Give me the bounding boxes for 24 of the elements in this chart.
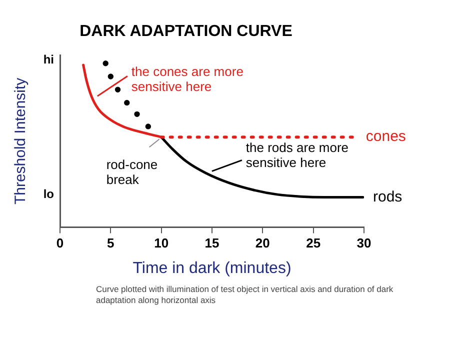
x-tick-label: 5 bbox=[107, 236, 114, 251]
x-tick-label: 0 bbox=[56, 236, 64, 251]
x-tick-label: 25 bbox=[306, 236, 321, 251]
point bbox=[134, 111, 140, 118]
annotation: the cones are more sensitive here bbox=[131, 64, 244, 94]
text: Curve plotted with illumination of test object in vertical axis and duration of dark adaptation along horizontal axis bbox=[96, 284, 394, 306]
point bbox=[108, 74, 114, 80]
series-label: rods bbox=[372, 188, 402, 206]
annotation: the rods are more sensitive here bbox=[246, 140, 349, 170]
x-tick-label: 20 bbox=[255, 236, 270, 251]
text: hi bbox=[43, 52, 54, 66]
point bbox=[114, 86, 121, 92]
x-tick-label: 30 bbox=[356, 236, 372, 251]
point bbox=[124, 100, 130, 106]
x-tick-label: 10 bbox=[154, 236, 169, 251]
y-axis-title: Threshold Intensity bbox=[12, 77, 30, 205]
text: lo bbox=[43, 186, 54, 201]
point bbox=[145, 124, 152, 130]
chart-title: DARK ADAPTATION CURVE bbox=[80, 23, 293, 40]
x-tick-label: 15 bbox=[204, 236, 220, 251]
annotation: rod-cone break bbox=[106, 157, 158, 188]
x-axis-title: Time in dark (minutes) bbox=[132, 260, 292, 277]
point bbox=[102, 60, 108, 66]
series-label: cones bbox=[366, 128, 406, 146]
